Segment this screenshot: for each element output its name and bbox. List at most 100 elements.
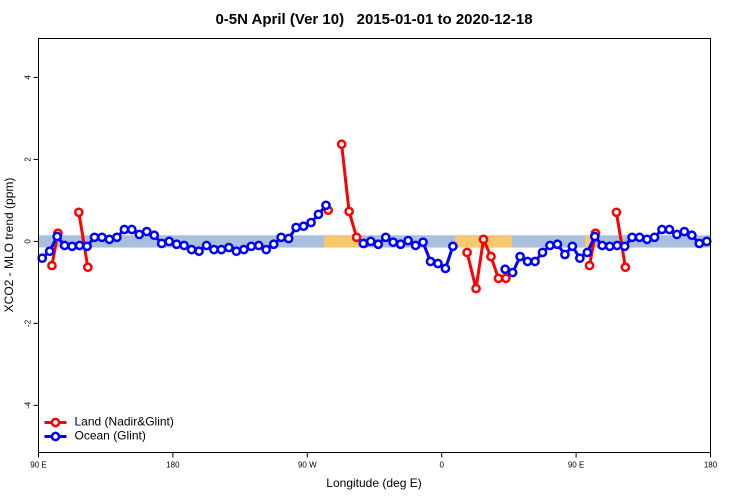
data-point — [67, 241, 77, 252]
data-point — [82, 241, 92, 252]
data-point — [410, 240, 421, 251]
legend-marker — [50, 431, 61, 442]
data-point — [268, 239, 279, 250]
data-point — [231, 246, 242, 257]
data-point — [612, 240, 623, 251]
data-point — [194, 246, 204, 257]
x-tick-label: 0 — [439, 461, 444, 470]
data-point — [584, 260, 595, 271]
data-point — [530, 256, 540, 267]
data-point — [313, 209, 324, 220]
data-point — [73, 207, 84, 218]
data-point — [478, 234, 489, 245]
y-tick-label: 0 — [24, 239, 33, 244]
data-point — [336, 139, 347, 150]
data-point — [82, 262, 93, 273]
data-point — [620, 262, 631, 273]
data-point — [433, 258, 443, 269]
data-point — [89, 232, 100, 243]
data-point — [224, 242, 234, 253]
data-point — [582, 247, 593, 258]
data-point — [186, 244, 197, 255]
data-point — [486, 251, 496, 262]
data-point — [501, 273, 511, 284]
chart-title: 0-5N April (Ver 10) 2015-01-01 to 2020-1… — [215, 11, 532, 28]
land-band — [323, 235, 360, 248]
data-point — [403, 235, 413, 246]
plot-border — [38, 38, 711, 453]
data-point — [694, 238, 705, 249]
data-point — [380, 232, 391, 243]
data-point — [365, 236, 376, 247]
data-point — [306, 217, 316, 228]
data-point — [425, 256, 436, 267]
data-point — [657, 224, 667, 235]
data-point — [104, 234, 115, 245]
data-point — [418, 237, 428, 248]
data-point — [209, 244, 219, 255]
land-band — [585, 235, 596, 248]
data-point — [515, 251, 525, 262]
data-point — [298, 221, 309, 232]
data-point — [522, 256, 533, 267]
data-point — [44, 246, 55, 257]
data-point — [119, 224, 130, 235]
data-point — [649, 232, 660, 243]
data-point — [686, 230, 697, 241]
data-point — [156, 238, 167, 249]
data-point — [500, 264, 511, 275]
legend-label: Land (Nadir&Glint) — [75, 415, 174, 429]
x-axis-label: Longitude (deg E) — [326, 476, 421, 490]
data-point — [52, 231, 63, 242]
data-point — [351, 232, 362, 243]
data-point — [283, 233, 294, 244]
data-point — [171, 239, 182, 250]
legend-marker — [50, 417, 61, 428]
data-point — [493, 273, 504, 284]
data-point — [597, 240, 608, 251]
y-axis-label: XCO2 - MLO trend (ppm) — [2, 178, 16, 313]
data-point — [701, 236, 712, 247]
data-point — [261, 244, 272, 255]
data-point — [164, 236, 175, 247]
data-point — [344, 206, 354, 217]
data-point — [462, 247, 472, 258]
data-point — [448, 241, 458, 252]
x-tick-label: 90 E — [30, 461, 46, 470]
data-point — [141, 226, 152, 237]
x-tick-label: 90 E — [568, 461, 584, 470]
y-tick-label: 4 — [24, 75, 33, 80]
data-point — [672, 229, 682, 240]
data-point — [276, 232, 287, 243]
data-point — [291, 222, 301, 233]
data-point — [604, 241, 615, 252]
data-point — [134, 229, 145, 240]
data-point — [97, 232, 107, 243]
y-tick-label: -2 — [24, 319, 33, 327]
data-point — [664, 224, 675, 235]
x-tick-label: 180 — [704, 461, 718, 470]
data-point — [149, 230, 160, 241]
data-point — [545, 240, 555, 251]
data-point — [507, 267, 518, 278]
data-point — [642, 234, 652, 245]
y-tick-label: 2 — [24, 157, 33, 162]
data-point — [201, 240, 212, 251]
data-point — [37, 253, 48, 264]
data-point — [179, 240, 189, 251]
data-point — [567, 241, 578, 252]
data-point — [679, 226, 690, 237]
x-tick-label: 90 W — [298, 461, 317, 470]
data-point — [246, 241, 257, 252]
data-point — [471, 283, 481, 294]
data-point — [552, 239, 563, 250]
data-point — [373, 239, 384, 250]
data-point — [560, 249, 570, 260]
series-line — [50, 144, 627, 290]
data-point — [388, 237, 399, 248]
data-point — [112, 232, 122, 243]
data-point — [358, 238, 369, 249]
data-point — [47, 260, 57, 271]
plot-area: -4 -2 0 2 4 90 E 180 90 W 0 90 E 180 Land (Nadir&Gl… — [24, 75, 718, 470]
